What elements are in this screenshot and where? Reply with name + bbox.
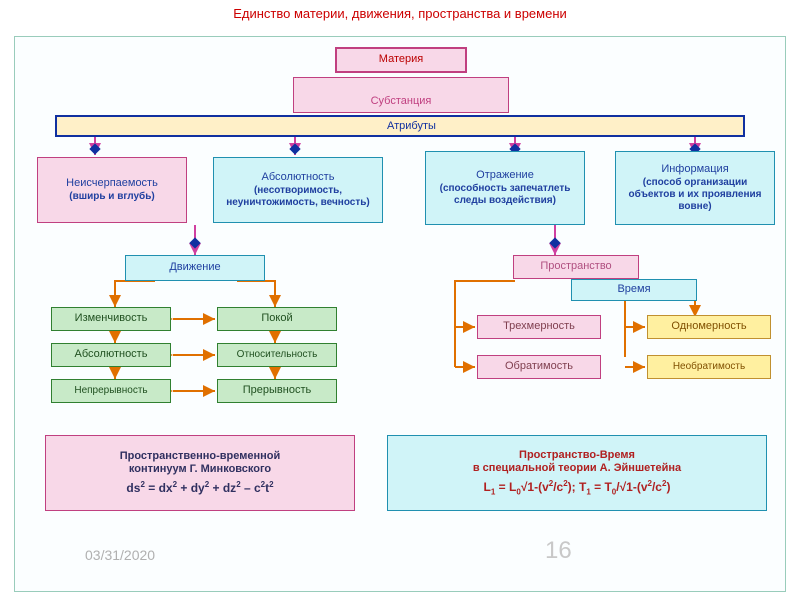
node-m4: Относительность [217,343,337,367]
f-left-t2: континуум Г. Минковского [129,463,271,476]
attr4-l2: (способ организации объектов и их проявл… [620,177,770,213]
node-s1: Трехмерность [477,315,601,339]
f-right-t2: в специальной теории А. Эйншетейна [473,462,681,475]
f-right-t1: Пространство-Время [519,449,635,462]
node-space: Пространство [513,255,639,279]
node-m3: Абсолютность [51,343,171,367]
formula-right: Пространство-Время в специальной теории … [387,435,767,511]
node-m6: Прерывность [217,379,337,403]
attr3-l1: Отражение [476,169,534,182]
attr1-l2: (вширь и вглубь) [69,191,154,203]
footer-page: 16 [545,537,572,565]
f-right-formula: L1 = L0√1-(v2/c2); T1 = T0/√1-(v2/c2) [484,479,671,497]
node-attr3: Отражение (способность запечатлеть следы… [425,151,585,225]
node-m5: Непрерывность [51,379,171,403]
node-attributes: Атрибуты [55,115,745,137]
diagram-title: Единство материи, движения, пространства… [0,0,800,21]
node-movement: Движение [125,255,265,281]
node-s3: Обратимость [477,355,601,379]
node-m2: Покой [217,307,337,331]
attr2-l2: (несотворимость, неуничтожимость, вечнос… [218,185,378,209]
attr1-l1: Неисчерпаемость [66,177,158,190]
node-s2: Одномерность [647,315,771,339]
attr4-l1: Информация [661,163,728,176]
node-substance: Субстанция [293,77,509,113]
node-time: Время [571,279,697,301]
formula-left: Пространственно-временной континуум Г. М… [45,435,355,511]
attr3-l2: (способность запечатлеть следы воздейств… [430,183,580,207]
node-s4: Необратимость [647,355,771,379]
diagram-canvas: Материя Субстанция Атрибуты Неисчерпаемо… [14,36,786,592]
node-attr4: Информация (способ организации объектов … [615,151,775,225]
footer-date: 03/31/2020 [85,547,155,563]
node-matter: Материя [335,47,467,73]
node-attr2: Абсолютность (несотворимость, неуничтожи… [213,157,383,223]
attr2-l1: Абсолютность [262,171,335,184]
f-left-formula: ds2 = dx2 + dy2 + dz2 – c2t2 [126,480,273,495]
f-left-t1: Пространственно-временной [120,450,281,463]
node-m1: Изменчивость [51,307,171,331]
node-attr1: Неисчерпаемость (вширь и вглубь) [37,157,187,223]
